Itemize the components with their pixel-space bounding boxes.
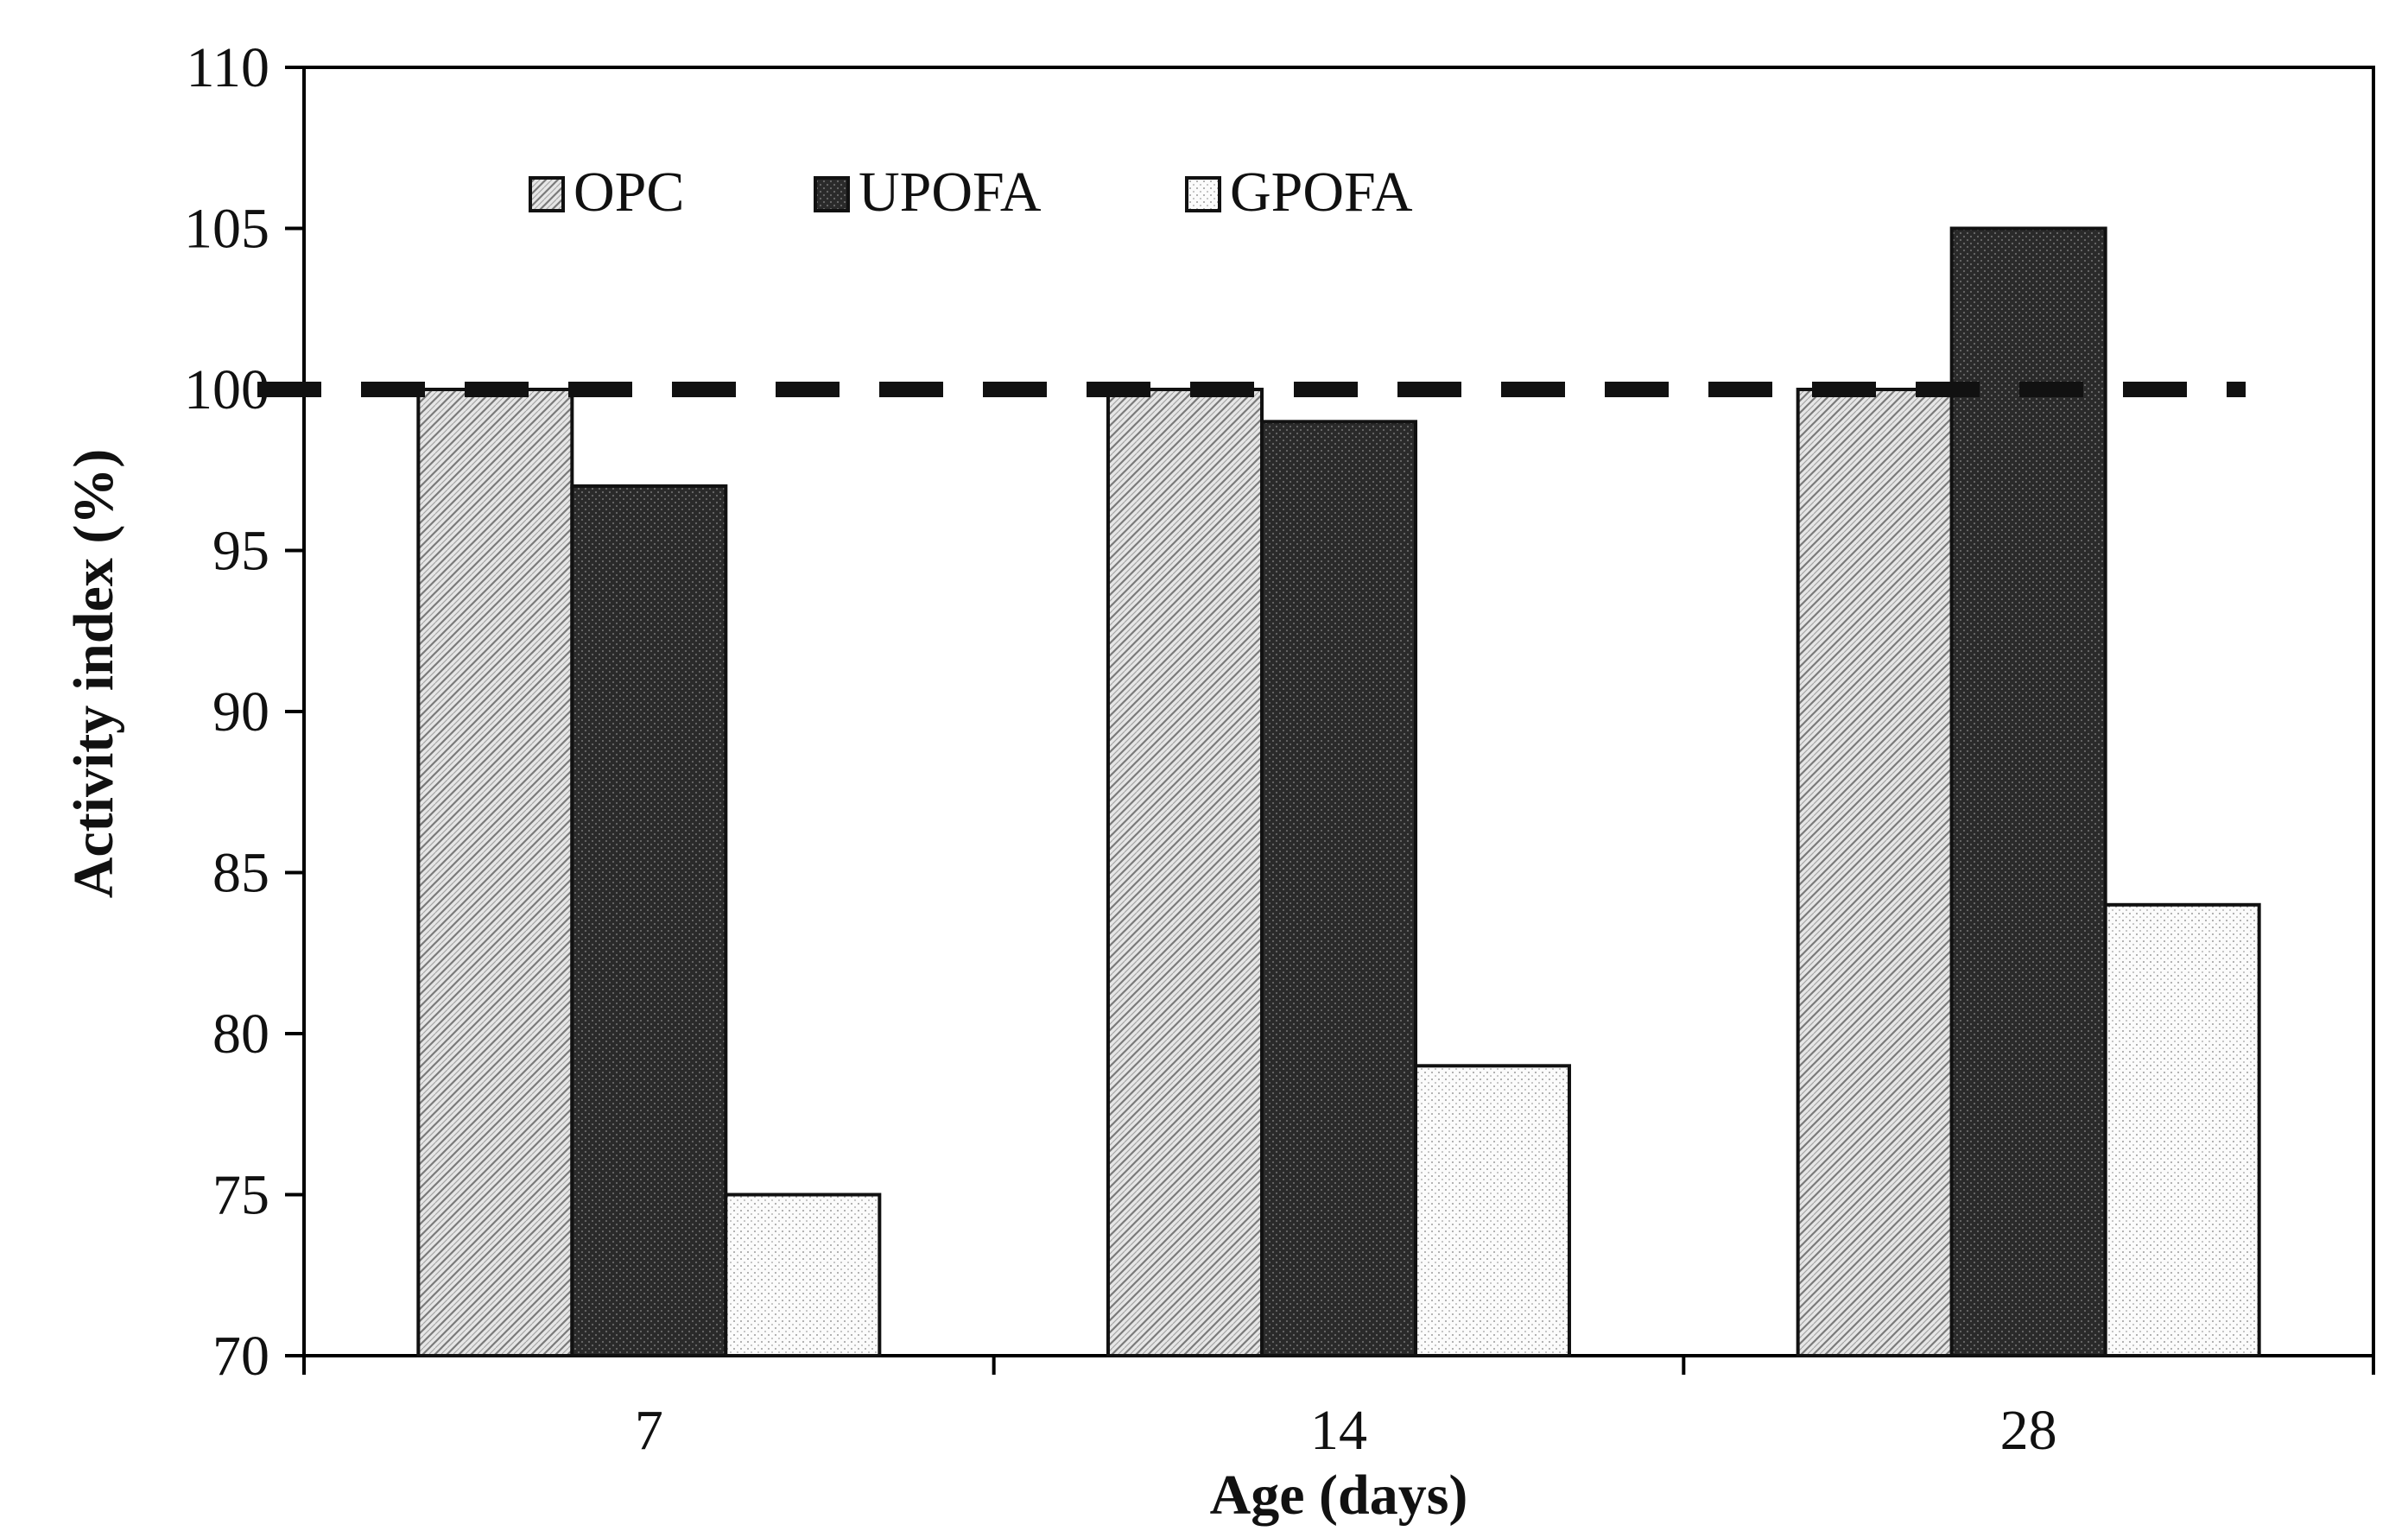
y-tick-label: 110 <box>186 36 269 99</box>
bar-upofa-14 <box>1260 420 1417 1357</box>
x-axis: 7 14 28 <box>302 1356 2375 1462</box>
y-tick-label: 105 <box>184 198 269 261</box>
legend-swatch-gpofa <box>1185 176 1221 212</box>
bar-gpofa-7 <box>724 1193 882 1357</box>
y-tick-label: 80 <box>212 1003 269 1066</box>
bar-gpofa-28 <box>2103 902 2261 1358</box>
legend-label-gpofa: GPOFA <box>1230 161 1413 224</box>
x-tick-label: 14 <box>1310 1399 1367 1462</box>
legend-label-upofa: UPOFA <box>859 161 1042 224</box>
x-tick-label: 7 <box>635 1399 663 1462</box>
legend-label-opc: OPC <box>573 161 684 224</box>
y-tick-label: 85 <box>212 842 269 905</box>
y-axis-title: Activity index (%) <box>62 449 125 899</box>
x-tick-label: 28 <box>2000 1399 2057 1462</box>
bar-opc-7 <box>416 388 574 1357</box>
bar-upofa-28 <box>1949 226 2107 1357</box>
x-axis-title: Age (days) <box>1210 1464 1468 1527</box>
y-tick-label: 100 <box>184 358 269 421</box>
legend: OPC UPOFA GPOFA <box>529 161 1413 224</box>
y-tick-label: 90 <box>212 680 269 743</box>
bars <box>416 226 2261 1358</box>
bar-gpofa-14 <box>1414 1064 1571 1358</box>
bar-opc-28 <box>1796 388 1954 1357</box>
y-axis: 70 75 80 85 90 95 100 105 110 <box>184 36 304 1388</box>
bar-opc-14 <box>1106 388 1264 1357</box>
y-tick-label: 70 <box>212 1325 269 1388</box>
y-tick-label: 95 <box>212 520 269 583</box>
legend-swatch-opc <box>529 176 565 212</box>
legend-swatch-upofa <box>814 176 850 212</box>
bar-upofa-7 <box>570 484 728 1357</box>
y-tick-label: 75 <box>212 1164 269 1227</box>
